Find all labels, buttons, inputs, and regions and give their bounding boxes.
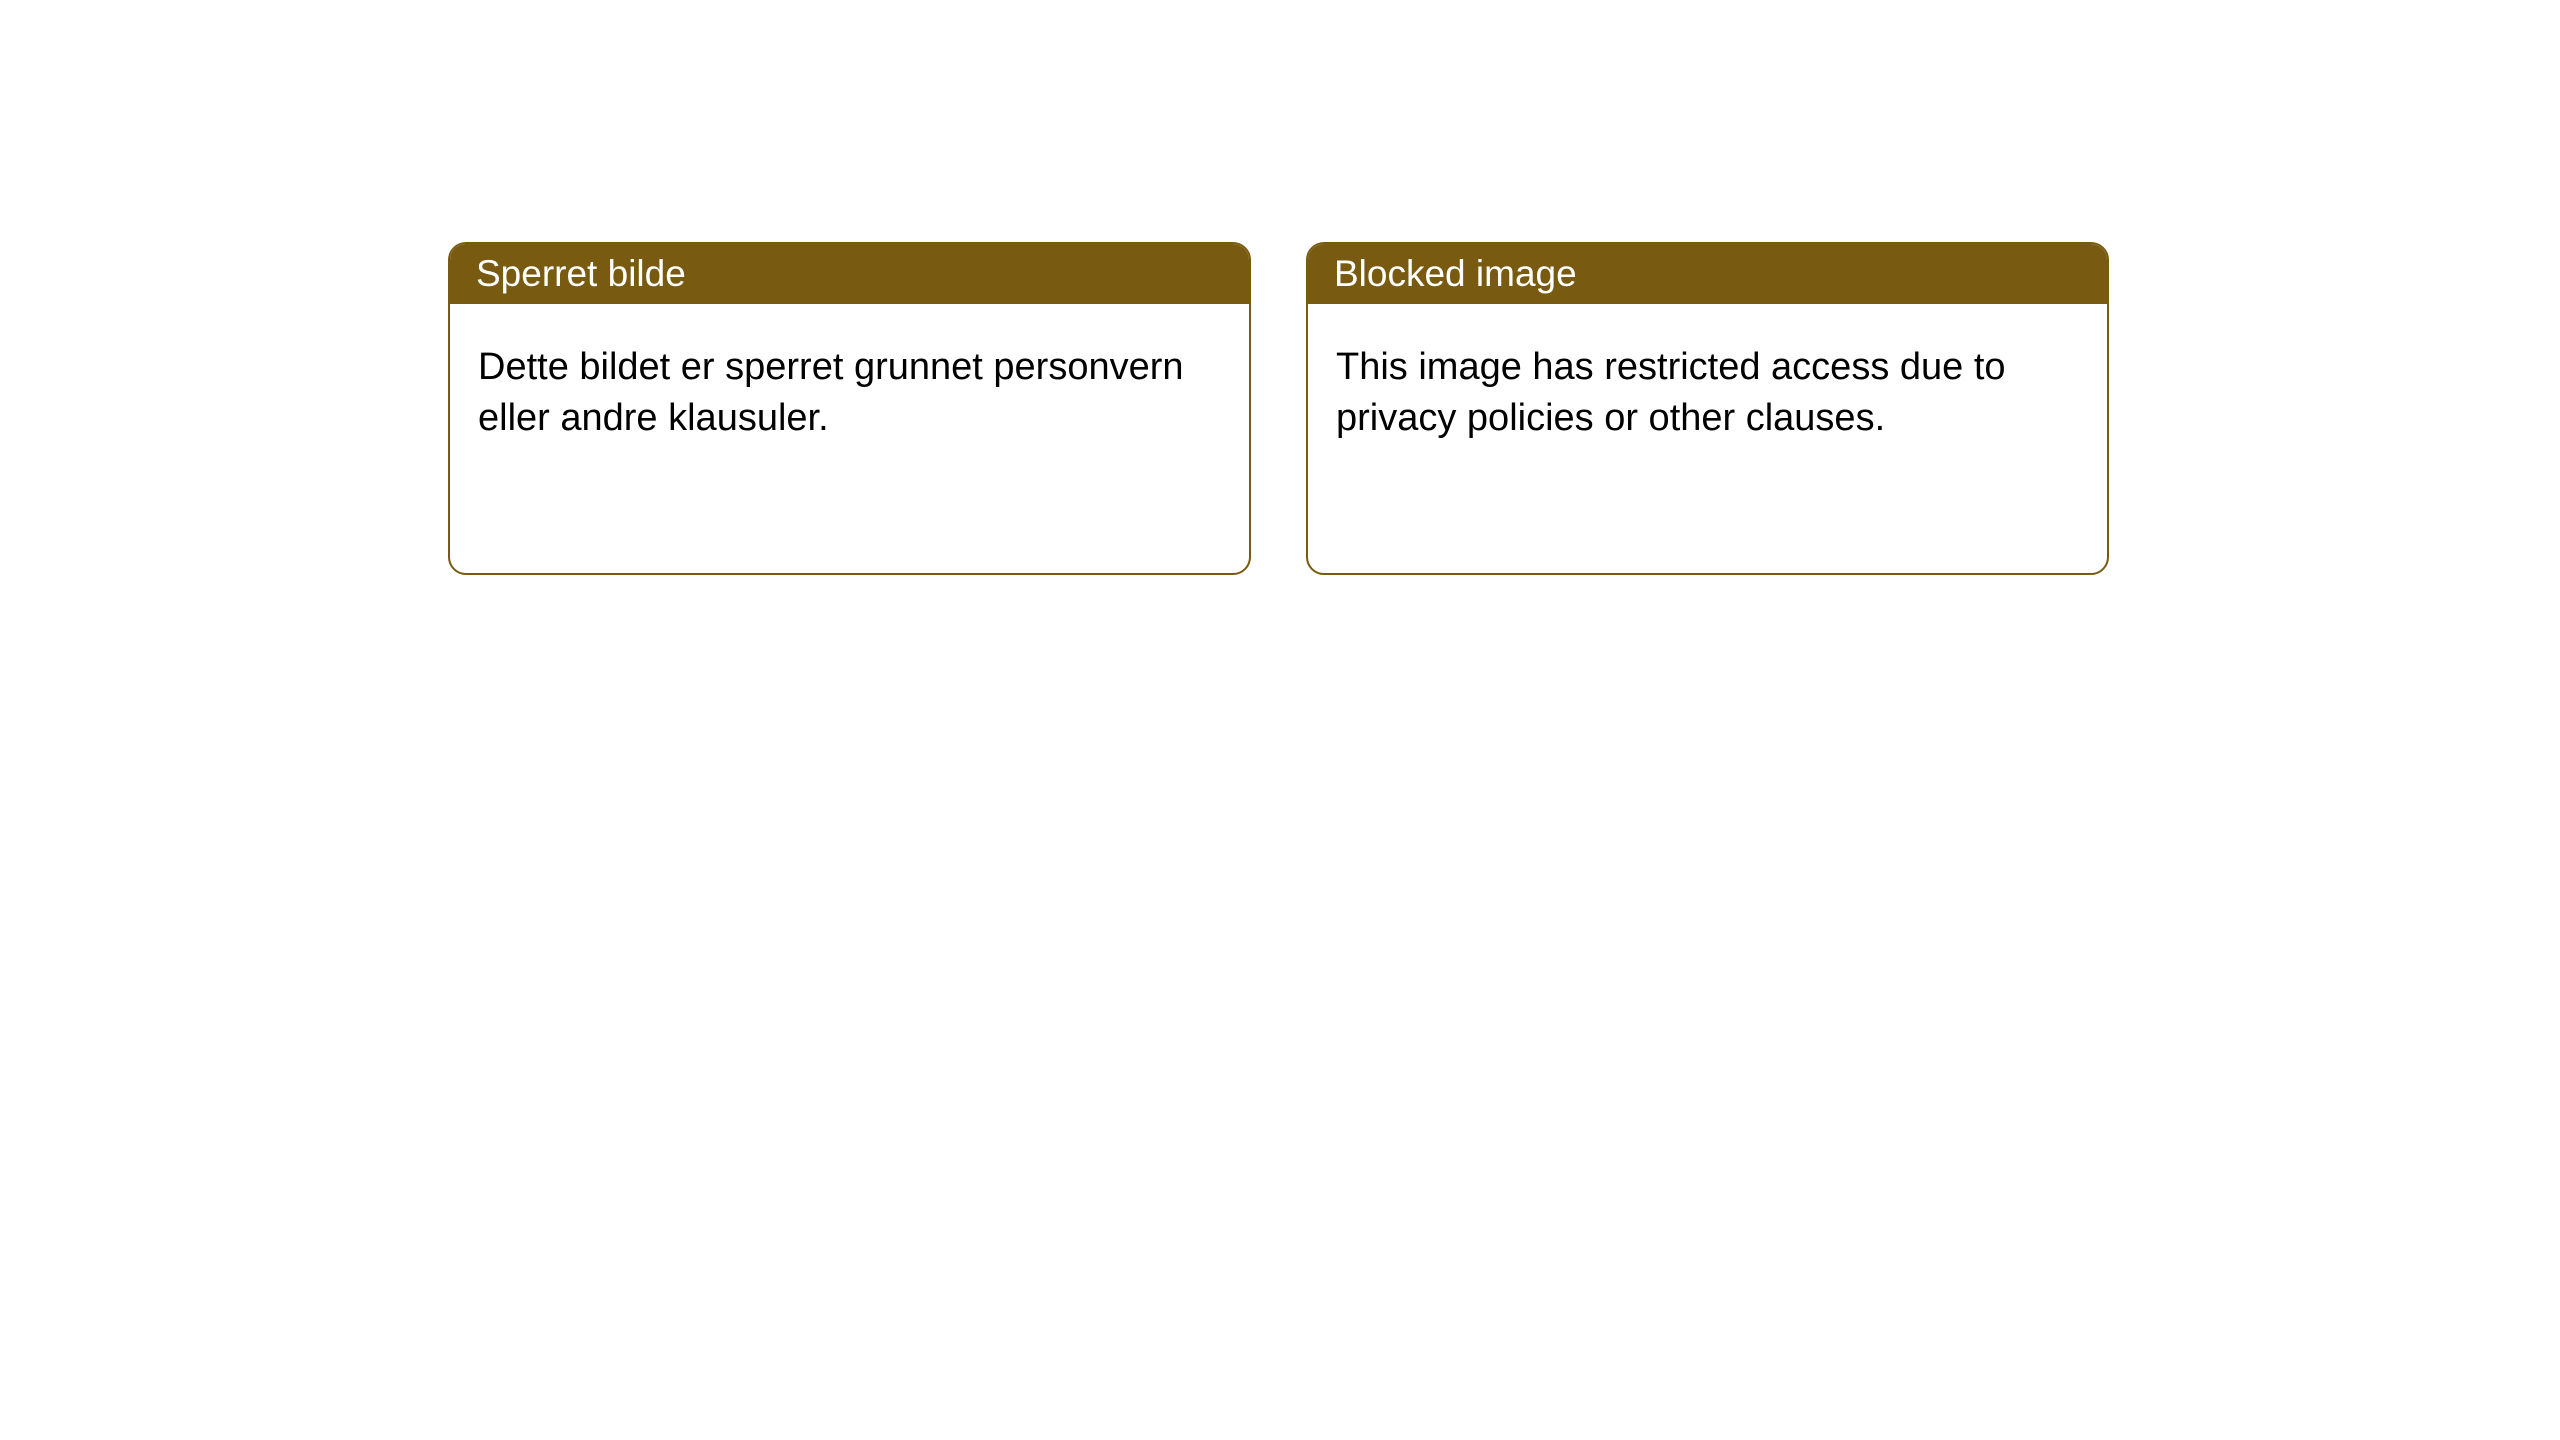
- notice-title: Sperret bilde: [476, 253, 686, 295]
- notice-title: Blocked image: [1334, 253, 1577, 295]
- notice-body-text: Dette bildet er sperret grunnet personve…: [478, 346, 1184, 439]
- notice-body: Dette bildet er sperret grunnet personve…: [450, 304, 1249, 483]
- notice-box-english: Blocked image This image has restricted …: [1306, 242, 2109, 575]
- notice-header: Sperret bilde: [450, 244, 1249, 304]
- notice-box-norwegian: Sperret bilde Dette bildet er sperret gr…: [448, 242, 1251, 575]
- notice-header: Blocked image: [1308, 244, 2107, 304]
- notice-body-text: This image has restricted access due to …: [1336, 346, 2006, 439]
- notice-body: This image has restricted access due to …: [1308, 304, 2107, 483]
- notice-container: Sperret bilde Dette bildet er sperret gr…: [0, 0, 2560, 575]
